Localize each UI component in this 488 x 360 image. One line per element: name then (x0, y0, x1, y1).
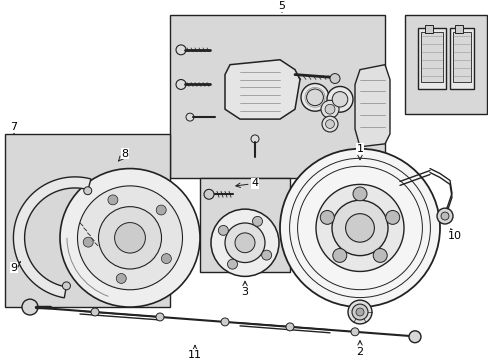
Circle shape (315, 184, 403, 271)
Circle shape (372, 248, 386, 262)
Polygon shape (224, 60, 299, 119)
Circle shape (60, 168, 200, 307)
Text: 5: 5 (278, 1, 285, 12)
Circle shape (261, 250, 271, 260)
Circle shape (185, 113, 194, 121)
Bar (424, 25, 432, 33)
Text: 4: 4 (235, 179, 258, 188)
Circle shape (62, 282, 70, 290)
Circle shape (227, 259, 237, 269)
Circle shape (301, 84, 328, 111)
Circle shape (176, 45, 185, 55)
Circle shape (355, 308, 363, 316)
Bar (449, 28, 473, 89)
Circle shape (331, 200, 387, 256)
Polygon shape (13, 177, 91, 298)
Circle shape (306, 89, 323, 105)
Bar (417, 28, 445, 89)
Circle shape (83, 187, 92, 195)
Text: 2: 2 (356, 341, 363, 357)
Circle shape (91, 308, 99, 316)
Circle shape (440, 212, 448, 220)
Bar (454, 25, 462, 33)
Circle shape (252, 216, 262, 226)
Bar (200, 179, 289, 273)
Circle shape (235, 233, 254, 253)
Circle shape (77, 186, 182, 290)
Circle shape (385, 211, 399, 224)
Circle shape (347, 300, 371, 324)
Text: 9: 9 (10, 262, 20, 273)
Circle shape (350, 328, 358, 336)
Circle shape (221, 318, 228, 326)
Text: 6: 6 (0, 359, 1, 360)
Circle shape (351, 304, 367, 320)
Circle shape (156, 205, 166, 215)
Circle shape (285, 323, 293, 331)
Circle shape (320, 100, 338, 118)
Circle shape (224, 223, 264, 262)
Circle shape (22, 299, 38, 315)
Text: 1: 1 (356, 144, 363, 160)
Circle shape (280, 149, 439, 307)
Circle shape (116, 274, 126, 283)
Text: 8: 8 (119, 149, 128, 161)
Circle shape (345, 214, 374, 242)
Circle shape (108, 195, 118, 205)
Circle shape (203, 189, 214, 199)
Circle shape (320, 211, 334, 224)
Circle shape (156, 313, 163, 321)
Circle shape (83, 237, 93, 247)
Bar (452, 32, 470, 81)
Circle shape (98, 207, 161, 269)
Text: 3: 3 (241, 281, 248, 297)
Circle shape (325, 120, 334, 129)
Circle shape (321, 116, 337, 132)
Bar (170, 15, 384, 179)
Circle shape (332, 248, 346, 262)
Circle shape (250, 135, 259, 143)
Circle shape (326, 86, 352, 112)
Bar (404, 15, 486, 114)
Circle shape (331, 91, 347, 107)
Circle shape (352, 187, 366, 201)
Text: 11: 11 (187, 346, 202, 360)
Polygon shape (354, 65, 389, 147)
Circle shape (176, 80, 185, 89)
Circle shape (325, 104, 334, 114)
Bar (420, 32, 442, 81)
Circle shape (114, 222, 145, 253)
Circle shape (329, 73, 339, 84)
Circle shape (436, 208, 452, 224)
Circle shape (161, 254, 171, 264)
Text: 10: 10 (447, 229, 461, 241)
Circle shape (408, 331, 420, 343)
Text: 7: 7 (10, 122, 18, 133)
Circle shape (210, 209, 279, 276)
Bar (5, 134, 170, 307)
Circle shape (218, 225, 228, 235)
